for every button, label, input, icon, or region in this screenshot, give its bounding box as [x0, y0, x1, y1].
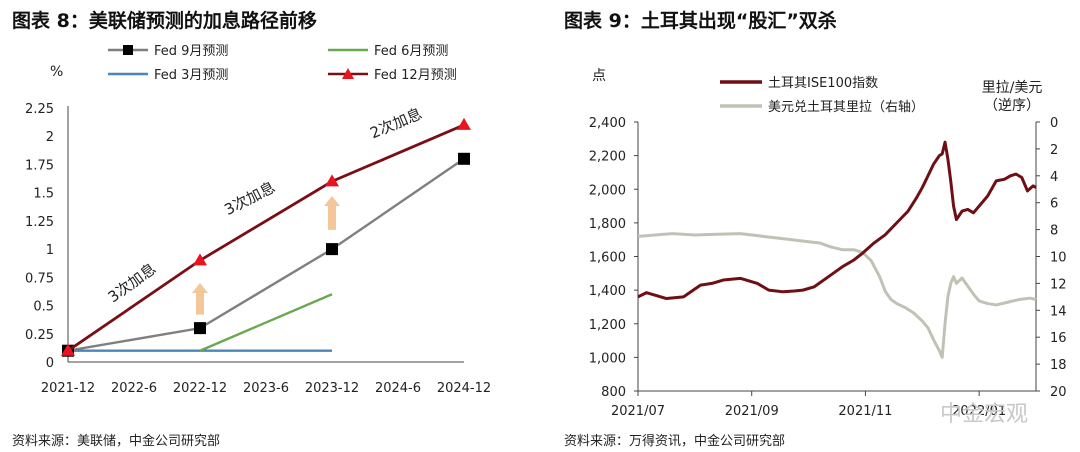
- legend-label: 美元兑土耳其里拉（右轴）: [768, 100, 924, 115]
- chart-title: 图表 9：土耳其出现“股汇”双杀: [564, 10, 837, 32]
- legend-marker: [342, 68, 354, 79]
- y2-tick-label: 2: [1050, 143, 1058, 158]
- y-tick-label: 0.75: [25, 271, 54, 286]
- y-tick-label: 2: [46, 130, 54, 145]
- data-point: [457, 117, 471, 130]
- y-tick-label: 0: [46, 356, 54, 371]
- chart-title: 图表 8：美联储预测的加息路径前移: [12, 10, 317, 32]
- series-line-lira: [637, 232, 1037, 359]
- y2-tick-label: 8: [1050, 224, 1058, 239]
- y2-tick-label: 12: [1050, 277, 1067, 292]
- data-point: [458, 152, 470, 165]
- series-line: [199, 293, 333, 352]
- legend-label: Fed 3月预测: [154, 68, 228, 83]
- y-tick-label: 1.5: [33, 187, 54, 202]
- y2-tick-label: 18: [1050, 358, 1067, 373]
- series-line: [67, 157, 465, 352]
- x-tick-label: 2021/09: [725, 404, 779, 419]
- y2-axis-unit: （逆序）: [984, 98, 1040, 114]
- chart-source: 资料来源：美联储，中金公司研究部: [12, 434, 221, 449]
- y-tick-label: 1,200: [589, 318, 626, 333]
- x-tick-label: 2023-12: [305, 381, 359, 396]
- turkey-chart: 800 1,000 1,200 1,400 1,600 1,800 2,000 2,200 2,…: [589, 68, 1067, 419]
- y-tick-label: 1,600: [589, 251, 626, 266]
- data-point: [326, 243, 338, 256]
- y2-tick-label: 20: [1050, 385, 1067, 400]
- x-tick-label: 2021/07: [611, 404, 665, 419]
- y-tick-label: 1,000: [589, 351, 626, 366]
- x-tick-label: 2023-6: [243, 381, 289, 396]
- y2-tick-label: 14: [1050, 304, 1067, 319]
- x-tick-label: 2022-12: [173, 381, 227, 396]
- y2-axis-unit: 里拉/美元: [982, 80, 1043, 96]
- x-tick-label: 2024-12: [437, 381, 491, 396]
- annotation: 2次加息: [367, 104, 424, 142]
- y-tick-label: 2,200: [589, 150, 626, 165]
- data-point: [193, 253, 207, 266]
- y-tick-label: 1.25: [25, 215, 54, 230]
- y2-tick-label: 10: [1050, 251, 1067, 266]
- y2-tick-label: 16: [1050, 331, 1067, 346]
- x-tick-label: 2024-6: [375, 381, 421, 396]
- up-arrow: [192, 282, 208, 315]
- chart-panel-fed: 图表 8：美联储预测的加息路径前移 0 0.25 0.5 0.75 1 1.25 1.5 1.…: [12, 10, 491, 449]
- legend-label: Fed 6月预测: [374, 44, 448, 59]
- data-point: [61, 343, 75, 356]
- legend-label: Fed 12月预测: [374, 68, 457, 83]
- y-tick-label: 0.5: [33, 300, 54, 315]
- y2-tick-label: 6: [1050, 197, 1058, 212]
- y-axis-unit: %: [50, 64, 63, 80]
- up-arrow: [324, 196, 340, 230]
- y-tick-label: 0.25: [25, 328, 54, 343]
- y-tick-label: 1.75: [25, 158, 54, 173]
- legend-label: 土耳其ISE100指数: [768, 76, 878, 91]
- fed-rate-chart: 0 0.25 0.5 0.75 1 1.25 1.5 1.75 2 2.25% 2021-12 202…: [25, 44, 491, 396]
- y2-tick-label: 4: [1050, 170, 1058, 185]
- data-point: [325, 174, 339, 187]
- x-tick-label: 2021-12: [41, 381, 95, 396]
- y2-tick-label: 0: [1050, 116, 1058, 131]
- y-tick-label: 2.25: [25, 102, 54, 117]
- annotation: 3次加息: [105, 260, 160, 307]
- y-tick-label: 2,000: [589, 183, 626, 198]
- watermark: 中金宏观: [940, 402, 1029, 427]
- y-axis-unit: 点: [592, 68, 606, 84]
- y-tick-label: 1,800: [589, 217, 626, 232]
- x-tick-label: 2022/01: [952, 404, 1006, 419]
- x-tick-label: 2022-6: [111, 381, 157, 396]
- x-tick-label: 2021/11: [838, 404, 892, 419]
- series-line-ise100: [637, 140, 1037, 301]
- y-tick-label: 1,400: [589, 284, 626, 299]
- y-tick-label: 2,400: [589, 116, 626, 131]
- y-tick-label: 800: [601, 385, 626, 400]
- legend-marker: [123, 45, 133, 55]
- legend-label: Fed 9月预测: [154, 44, 228, 59]
- data-point: [194, 322, 206, 335]
- series-line: [67, 123, 465, 352]
- y-tick-label: 1: [46, 243, 54, 258]
- annotation: 3次加息: [221, 178, 278, 219]
- chart-source: 资料来源：万得资讯，中金公司研究部: [564, 434, 786, 449]
- chart-panel-turkey: 图表 9：土耳其出现“股汇”双杀 800 1,000 1,200 1,400 1,600…: [540, 0, 1080, 452]
